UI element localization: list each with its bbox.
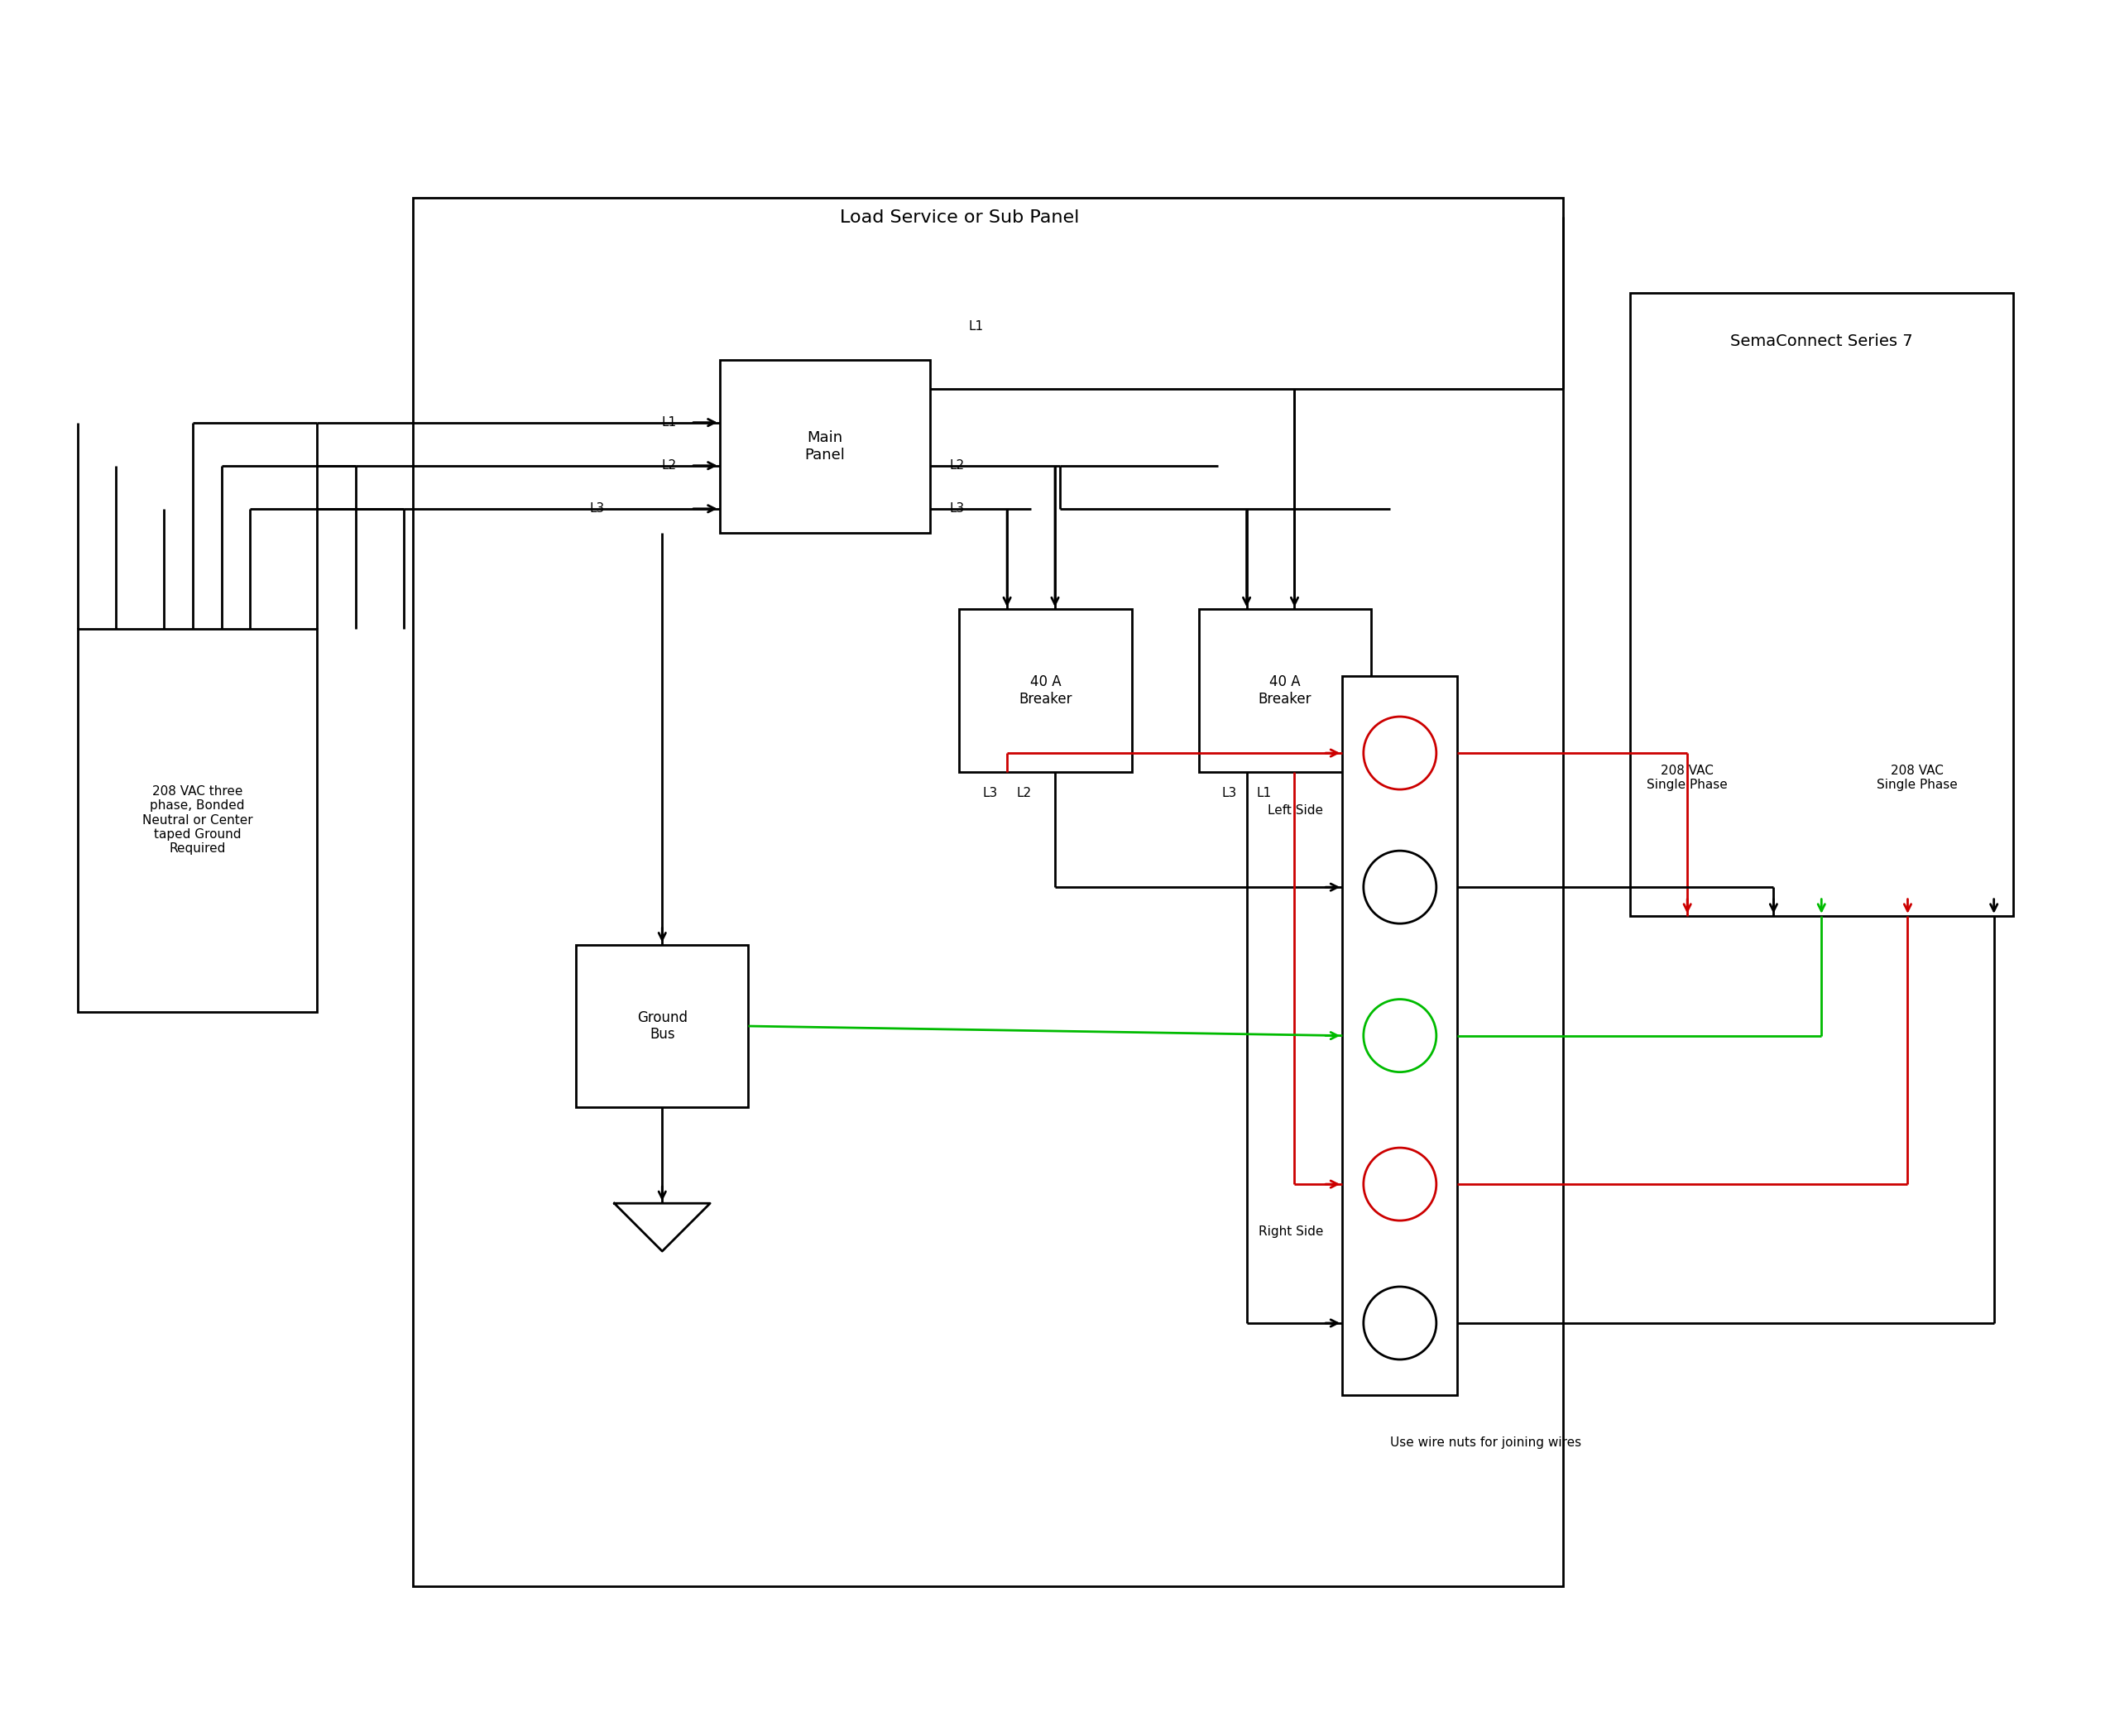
Bar [576,944,749,1108]
Bar [78,628,316,1012]
Text: L1: L1 [663,417,677,429]
Circle shape [1363,1147,1437,1220]
Bar [1629,293,2013,917]
Text: L3: L3 [983,786,998,799]
Bar [414,198,1564,1587]
Text: L3: L3 [949,502,964,516]
Bar [720,361,931,533]
Circle shape [1363,851,1437,924]
Text: L1: L1 [1255,786,1270,799]
Circle shape [1363,1000,1437,1073]
Text: 40 A
Breaker: 40 A Breaker [1258,675,1312,707]
Text: Load Service or Sub Panel: Load Service or Sub Panel [840,210,1078,226]
Text: L3: L3 [589,502,606,516]
Bar [1342,677,1458,1396]
Circle shape [1363,717,1437,790]
Text: L3: L3 [1222,786,1236,799]
Text: Right Side: Right Side [1258,1226,1323,1238]
Text: Left Side: Left Side [1268,804,1323,816]
Text: 208 VAC three
phase, Bonded
Neutral or Center
taped Ground
Required: 208 VAC three phase, Bonded Neutral or C… [141,785,253,856]
Circle shape [1363,1286,1437,1359]
Text: Ground
Bus: Ground Bus [637,1010,688,1042]
Bar [960,609,1131,773]
Text: L2: L2 [949,460,964,472]
Text: L2: L2 [663,460,677,472]
Text: 40 A
Breaker: 40 A Breaker [1019,675,1072,707]
Text: L1: L1 [968,321,983,333]
Text: 208 VAC
Single Phase: 208 VAC Single Phase [1648,764,1728,792]
Text: 208 VAC
Single Phase: 208 VAC Single Phase [1876,764,1958,792]
Text: Main
Panel: Main Panel [804,431,846,462]
Text: L2: L2 [1017,786,1032,799]
Bar [1198,609,1372,773]
Text: Use wire nuts for joining wires: Use wire nuts for joining wires [1390,1437,1582,1450]
Text: SemaConnect Series 7: SemaConnect Series 7 [1730,333,1914,349]
